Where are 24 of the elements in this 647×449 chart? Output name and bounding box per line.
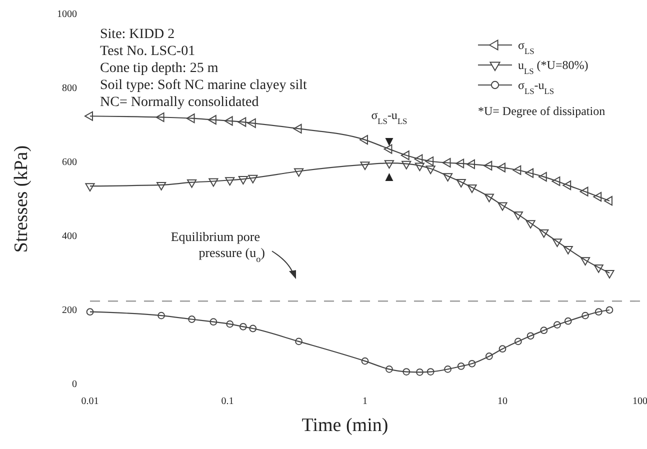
annotation: Test No. LSC-01 — [100, 44, 196, 59]
annotation: Site: KIDD 2 — [100, 27, 175, 42]
x-tick-label: 0.1 — [221, 396, 234, 408]
x-tick-label: 100 — [632, 396, 647, 408]
y-tick-label: 200 — [62, 305, 77, 316]
x-tick-label: 0.01 — [81, 396, 99, 408]
legend-label: u$_{LS}$ (*U=80%) — [518, 58, 588, 76]
y-tick-label: 800 — [62, 83, 77, 94]
annotation: Soil type: Soft NC marine clayey silt — [100, 78, 307, 93]
y-tick-label: 400 — [62, 231, 77, 242]
y-tick-label: 600 — [62, 157, 77, 168]
annotation: σ$_{LS}$-u$_{LS}$ — [371, 108, 408, 126]
legend-label: σ$_{LS}$-u$_{LS}$ — [518, 78, 554, 96]
y-axis-title: Stresses (kPa) — [11, 145, 32, 253]
annotation: *U= Degree of dissipation — [478, 104, 606, 118]
x-tick-label: 10 — [498, 396, 508, 408]
ref-line-label: Equilibrium pore pressure (u$_{o}$) — [170, 229, 265, 264]
legend-label: σ$_{LS}$ — [518, 38, 535, 56]
y-tick-label: 0 — [72, 379, 77, 390]
annotation: Cone tip depth: 25 m — [100, 61, 218, 76]
x-axis-title: Time (min) — [302, 415, 388, 436]
x-tick-label: 1 — [362, 396, 368, 408]
y-tick-label: 1000 — [57, 9, 77, 20]
annotation: NC= Normally consolidated — [100, 95, 259, 110]
